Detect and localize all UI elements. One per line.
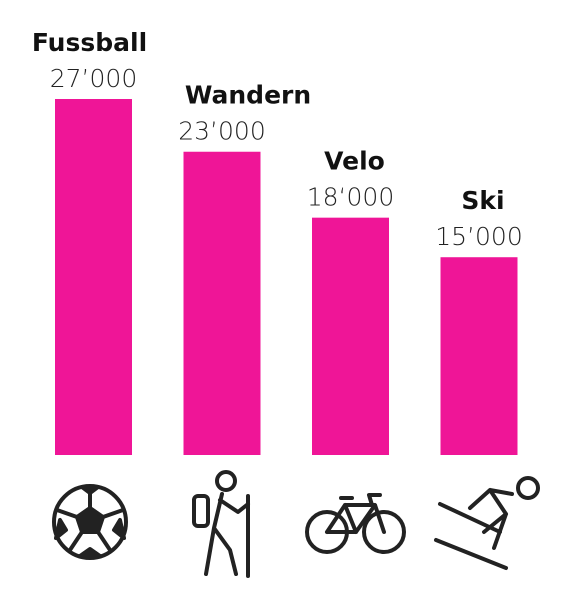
value-label: 23’000 bbox=[178, 117, 265, 146]
value-label: 15’000 bbox=[435, 222, 522, 251]
bar bbox=[440, 257, 518, 455]
category-label: Ski bbox=[461, 186, 504, 215]
bicycle-icon bbox=[305, 493, 406, 554]
skier-icon bbox=[434, 476, 540, 570]
category-label: Velo bbox=[324, 147, 385, 176]
bar bbox=[183, 151, 261, 456]
category-label: Fussball bbox=[32, 28, 147, 57]
value-label: 27’000 bbox=[50, 64, 137, 93]
bar bbox=[312, 217, 389, 455]
category-label: Wandern bbox=[185, 81, 311, 110]
value-label: 18‘000 bbox=[307, 183, 394, 212]
football-icon bbox=[52, 484, 128, 560]
hiker-icon bbox=[192, 470, 250, 578]
bar bbox=[55, 99, 132, 455]
